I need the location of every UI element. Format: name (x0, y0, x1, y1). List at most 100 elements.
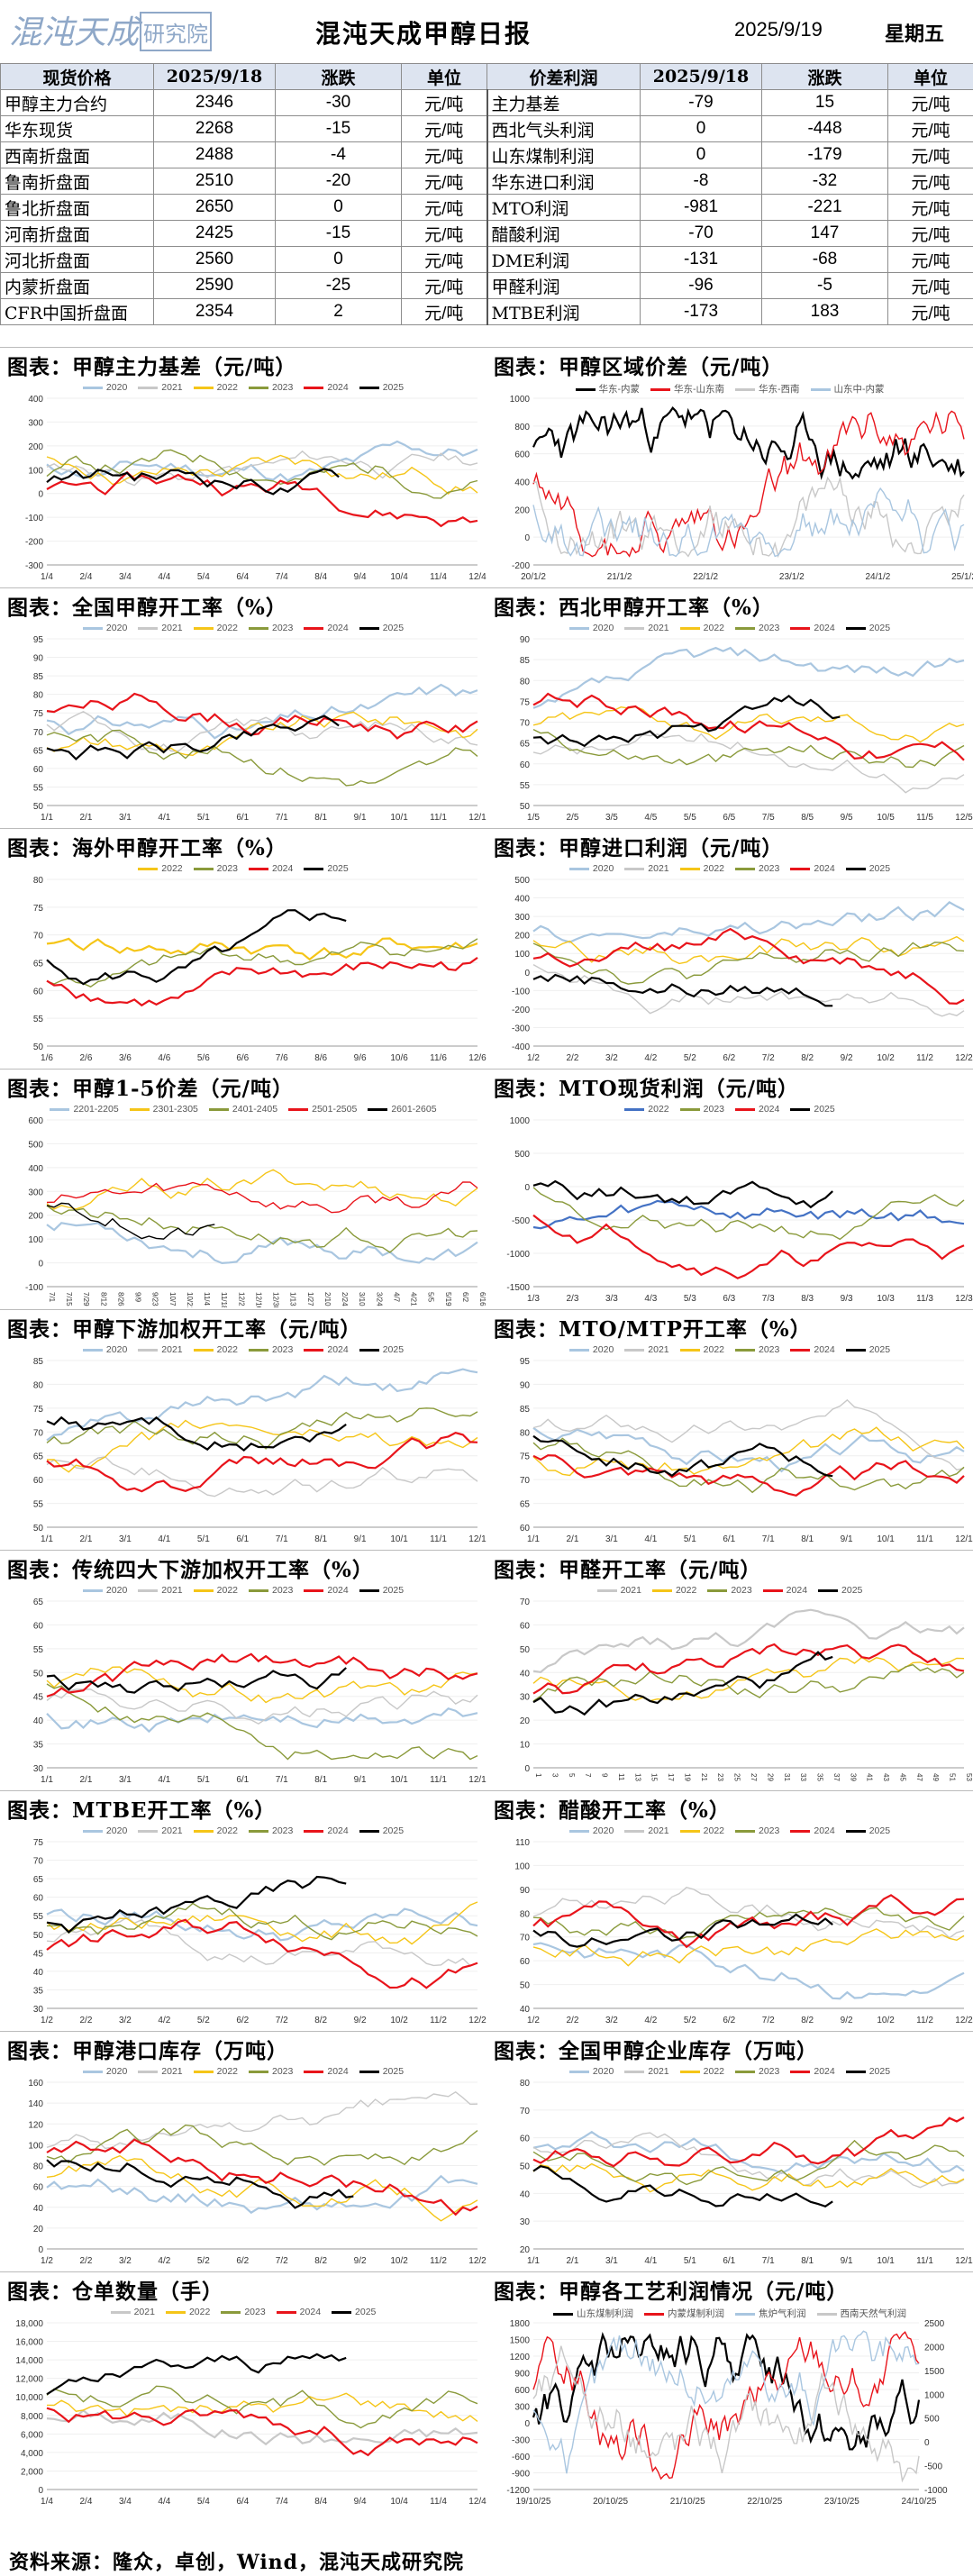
table-cell: 元/吨 (401, 141, 487, 168)
table-row: CFR中国折盘面 2354 2 元/吨 MTBE利润 -173 183 元/吨 (0, 298, 973, 325)
chart-panel-overseas_run: 图表：海外甲醇开工率（%） 2022 2023 2024 2025 80 75 70 65 60 5… (0, 829, 486, 1070)
series-line (46, 1169, 478, 1210)
legend-item: 2025 (845, 863, 890, 874)
y-tick-label: 65 (520, 740, 531, 750)
legend-item: 华东-山东南 (650, 382, 724, 396)
x-tick-label: 6/2 (723, 1053, 735, 1063)
x-tick-label: 10/5 (877, 813, 895, 823)
y-tick-label: 900 (514, 2370, 530, 2380)
y-tick-label: 50 (520, 1981, 531, 1991)
legend-swatch (82, 2070, 103, 2073)
row-divider (0, 1550, 973, 1551)
x-tick-label: 6/1 (236, 1534, 249, 1544)
x-tick-label: 8/2 (314, 2016, 327, 2025)
series-line (46, 2138, 478, 2216)
x-tick-label: 4/1 (644, 1534, 657, 1544)
y-tick-label: 70 (520, 719, 531, 729)
legend-item: 2025 (845, 1344, 890, 1355)
series-line (46, 711, 478, 752)
x-tick-label: 2/4 (80, 2497, 93, 2507)
legend-swatch (129, 1107, 150, 1111)
legend-swatch (82, 626, 103, 630)
x-tick-label: 3/3 (605, 1294, 618, 1304)
legend-label: 2023 (272, 1585, 294, 1596)
x-tick-label: 7 (584, 1773, 592, 1778)
legend-label: 2024 (272, 863, 294, 874)
y-tick-label: -200 (512, 561, 530, 571)
legend-item: 2020 (82, 623, 127, 633)
chart-title: 图表：仓单数量（手） (7, 2280, 223, 2304)
legend-label: 2025 (382, 1585, 405, 1596)
legend-swatch (249, 2070, 268, 2073)
legend-label: 2020 (105, 2066, 128, 2077)
legend-item: 2023 (249, 382, 293, 393)
x-tick-label: 4/1 (158, 813, 170, 823)
chart-legend: 2201-2205 2301-2305 2401-2405 2501-2505 2601… (0, 1104, 486, 1115)
table-cell: -30 (275, 89, 402, 116)
x-tick-label: 4/7 (392, 1292, 400, 1303)
legend-item: 2024 (304, 382, 349, 393)
legend-item: 山东中-内蒙 (810, 382, 885, 396)
y-tick-label: 30 (33, 2005, 44, 2015)
x-tick-label: 2/1 (567, 2256, 579, 2266)
legend-item: 2021 (624, 1344, 669, 1355)
table-cell: 2346 (153, 89, 276, 116)
x-tick-label: 1/2 (527, 1053, 540, 1063)
x-tick-label: 7/2 (762, 2016, 775, 2025)
legend-swatch (816, 2312, 837, 2316)
x-tick-label: 4/2 (158, 2016, 170, 2025)
report-header: 混沌天成 研究院 混沌天成甲醇日报 2025/9/19 星期五 (0, 0, 973, 65)
legend-item: 2023 (221, 2307, 266, 2317)
series-line (532, 2165, 833, 2208)
y-tick-label: 0 (524, 969, 530, 979)
table-cell: -221 (761, 194, 888, 221)
y-tick-label: 95 (33, 635, 44, 645)
y-tick-label: 70 (520, 2107, 531, 2116)
legend-label: 2020 (592, 623, 614, 633)
series-line (532, 927, 965, 1006)
legend-item: 2021 (138, 2066, 183, 2077)
x-tick-label: 1/1 (527, 2256, 540, 2266)
x-tick-label: 8/2 (801, 2016, 814, 2025)
legend-swatch (276, 2310, 296, 2314)
chart-panel-acetic_run: 图表：醋酸开工率（%） 2020 2021 2022 2023 2024 2025 110 10… (486, 1791, 973, 2032)
legend-item: 2025 (818, 1585, 862, 1596)
series-line (532, 2331, 921, 2451)
table-cell: 山东煤制利润 (486, 141, 641, 168)
legend-label: 2023 (703, 1104, 724, 1115)
series-line (46, 683, 478, 740)
legend-label: 2024 (327, 1825, 349, 1836)
legend-label: 2021 (161, 2066, 183, 2077)
x-tick-label: 24/1/2 (865, 572, 890, 582)
x-tick-label: 12/2 (468, 2256, 486, 2266)
legend-label: 山东中-内蒙 (833, 384, 885, 395)
y-tick-label: -100 (25, 1283, 43, 1293)
legend-swatch (735, 387, 755, 391)
table-cell: 2268 (153, 115, 276, 142)
series-line (532, 2132, 965, 2189)
y-tick-label: 80 (33, 2162, 44, 2172)
legend-swatch (575, 387, 596, 391)
chart-title: 图表：醋酸开工率（%） (494, 1798, 731, 1823)
chart-panel-region: 图表：甲醇区域价差（元/吨） 华东-内蒙 华东-山东南 华东-西南 山东中-内蒙 1000… (486, 348, 973, 588)
x-tick-label: 5/2 (197, 2016, 210, 2025)
legend-swatch (249, 1829, 268, 1833)
x-tick-label: 6/4 (236, 572, 249, 582)
table-cell: 主力基差 (486, 89, 641, 116)
legend-swatch (138, 386, 159, 389)
legend-label: 华东-内蒙 (598, 384, 641, 395)
legend-item: 2021 (138, 1344, 183, 1355)
x-tick-label: 8/1 (801, 2256, 814, 2266)
x-tick-label: 2/3 (567, 1294, 579, 1304)
legend-item: 2025 (359, 1585, 404, 1596)
chart-legend: 2022 2023 2024 2025 (0, 863, 486, 874)
legend-label: 2021 (648, 1825, 669, 1836)
legend-item: 2025 (790, 1104, 835, 1115)
x-tick-label: 15 (650, 1773, 659, 1781)
x-tick-label: 10/1 (390, 813, 408, 823)
y-tick-label: -200 (512, 1006, 530, 1015)
y-tick-label: 400 (514, 478, 530, 488)
legend-swatch (679, 1829, 700, 1833)
series-line (532, 2130, 965, 2175)
x-tick-label: 10/2 (390, 2256, 408, 2266)
